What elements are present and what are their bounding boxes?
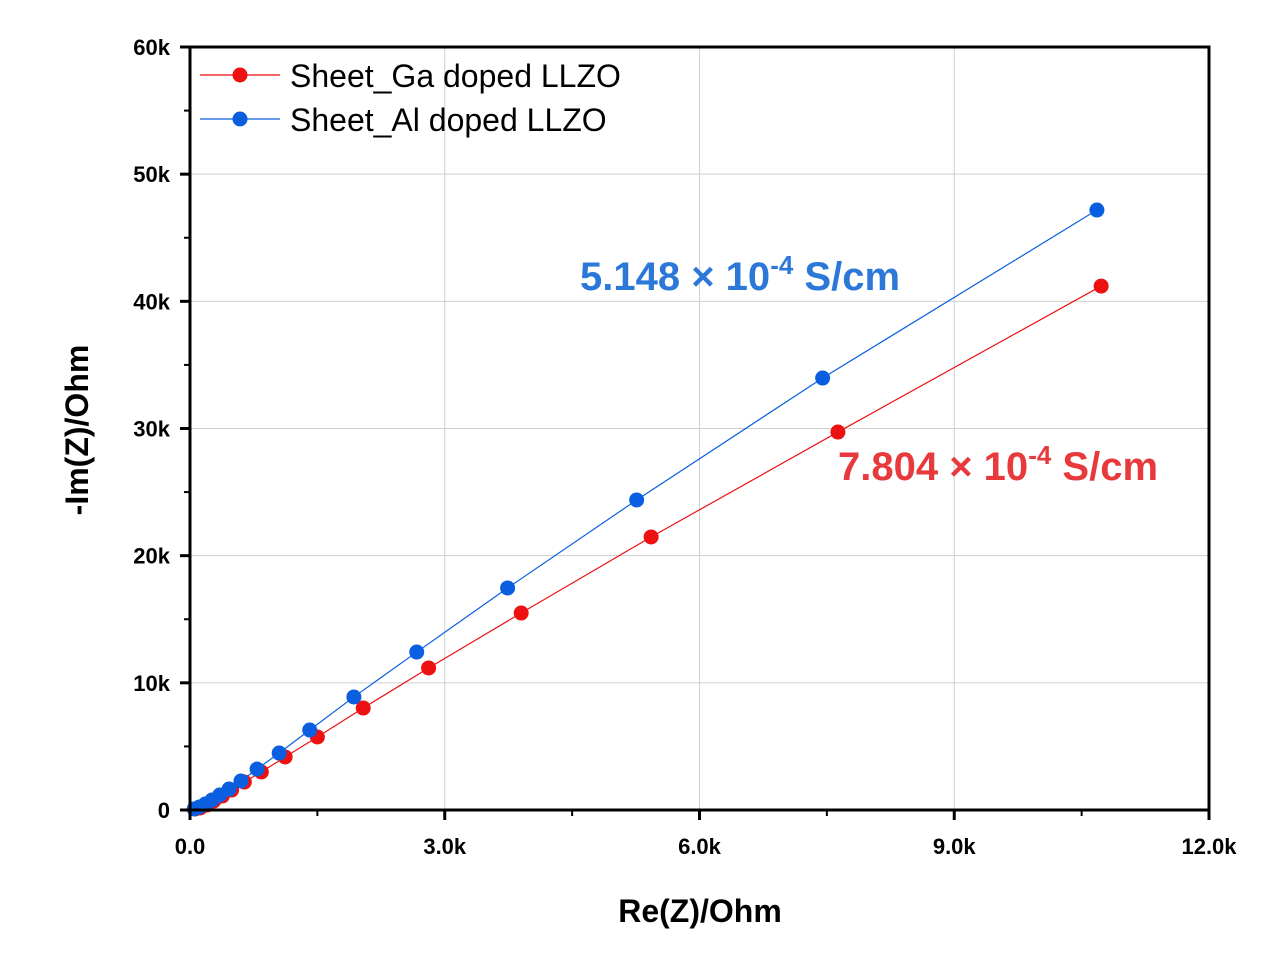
y-tick-label: 10k [133, 671, 170, 696]
data-point [355, 700, 371, 716]
data-point [830, 424, 846, 440]
legend-label-al: Sheet_Al doped LLZO [290, 102, 607, 138]
y-tick-label: 60k [133, 35, 170, 60]
data-point [1089, 202, 1105, 218]
axis-ticks: 0.0 3.0k 6.0k 9.0k 12.0k 0 10k 20k 30k 40k 50k 60k [133, 35, 1237, 859]
data-point [500, 580, 516, 596]
y-tick-label: 40k [133, 289, 170, 314]
y-axis-label: -Im(Z)/Ohm [59, 345, 95, 516]
annotation-ga-mantissa: 7.804 × 10 [838, 445, 1028, 489]
data-point [815, 370, 831, 386]
x-axis-label: Re(Z)/Ohm [618, 893, 782, 929]
data-point [1093, 278, 1109, 294]
annotation-al-unit: S/cm [793, 255, 900, 299]
data-point [302, 722, 318, 738]
legend-label-ga: Sheet_Ga doped LLZO [290, 58, 621, 94]
x-tick-label: 0.0 [175, 834, 206, 859]
x-tick-label: 12.0k [1181, 834, 1237, 859]
data-point [421, 660, 437, 676]
legend-marker-al [232, 111, 248, 127]
series-line [194, 209, 1098, 810]
y-tick-label: 30k [133, 417, 170, 442]
legend-marker-ga [232, 67, 248, 83]
annotation-al-mantissa: 5.148 × 10 [580, 255, 770, 299]
annotation-ga-unit: S/cm [1051, 445, 1158, 489]
annotation-ga-exponent: -4 [1028, 440, 1052, 470]
data-point [346, 689, 362, 705]
data-point [249, 761, 265, 777]
annotation-al-exponent: -4 [770, 250, 794, 280]
y-tick-label: 20k [133, 544, 170, 569]
annotation-ga-conductivity: 7.804 × 10-4 S/cm [838, 440, 1158, 489]
y-tick-label: 0 [158, 798, 170, 823]
legend: Sheet_Ga doped LLZO Sheet_Al doped LLZO [200, 58, 621, 138]
data-point [513, 605, 529, 621]
data-point [221, 781, 237, 797]
x-tick-label: 3.0k [423, 834, 467, 859]
data-point [233, 773, 249, 789]
data-point [643, 529, 659, 545]
series-ga [187, 278, 1109, 817]
y-tick-label: 50k [133, 162, 170, 187]
data-point [629, 492, 645, 508]
data-point [409, 644, 425, 660]
legend-item-al: Sheet_Al doped LLZO [200, 102, 607, 138]
data-point [271, 745, 287, 761]
legend-item-ga: Sheet_Ga doped LLZO [200, 58, 621, 94]
series-line [194, 285, 1102, 810]
x-tick-label: 9.0k [933, 834, 977, 859]
annotation-al-conductivity: 5.148 × 10-4 S/cm [580, 250, 900, 299]
x-tick-label: 6.0k [678, 834, 722, 859]
grid [190, 47, 1209, 810]
